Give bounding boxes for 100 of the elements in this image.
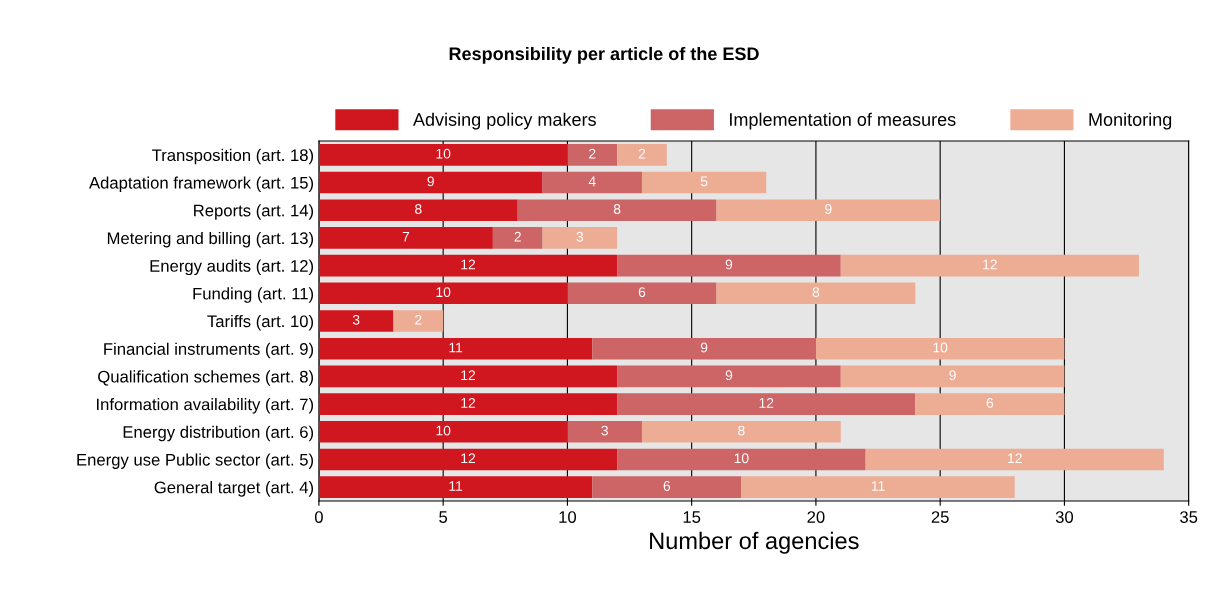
y-tick-label: Qualification schemes (art. 8) [98,370,314,386]
data-label: 2 [589,148,596,159]
data-label: 11 [449,481,463,491]
bar [318,420,568,443]
bar [567,282,717,305]
bar [318,171,543,194]
bar [815,337,1065,360]
x-tick-label: 5 [439,511,448,523]
data-label: 10 [734,453,749,464]
data-label: 10 [436,287,451,298]
bar [318,282,568,305]
x-tick-label: 15 [683,511,701,523]
bar [318,310,394,332]
data-label: 8 [613,204,621,214]
x-tick-label: 0 [314,511,323,523]
data-label: 9 [700,342,708,353]
x-tick-label: 30 [1055,511,1074,523]
data-label: 3 [352,314,360,325]
legend-label: Monitoring [1089,112,1172,130]
bar [492,227,543,249]
data-label: 4 [588,176,596,187]
data-label: 7 [402,231,410,242]
bar [716,282,916,305]
data-label: 6 [638,287,646,298]
y-tick-label: Tariffs (art. 10) [207,314,314,331]
data-label: 10 [933,342,948,353]
data-label: 12 [1008,453,1022,464]
bar [592,476,742,498]
data-label: 12 [461,259,476,270]
y-tick-label: Information availability (art. 7) [97,398,314,414]
data-label: 6 [986,397,994,408]
bar [318,448,618,471]
bar [318,337,593,360]
data-label: 10 [436,148,451,159]
bar [542,227,618,249]
x-tick-label: 10 [559,511,577,523]
y-tick-label: Energy use Public sector (art. 5) [77,453,314,469]
bar [318,227,493,249]
data-label: 8 [738,425,745,436]
data-label: 9 [949,370,956,381]
data-label: 3 [576,231,584,242]
y-tick-label: Transposition (art. 18) [152,148,314,165]
y-tick-label: Financial instruments (art. 9) [104,342,314,359]
legend-label: Advising policy makers [412,112,596,130]
bar [716,199,941,222]
bar [641,171,767,194]
y-tick-label: Energy audits (art. 12) [150,259,314,276]
data-label: 10 [436,425,451,436]
data-label: 8 [812,287,820,298]
bar [840,254,1139,277]
data-label: 12 [759,397,774,408]
bar [567,144,618,166]
bar [617,144,667,166]
y-tick-label: Metering and billing (art. 13) [107,231,314,248]
y-tick-label: Energy distribution (art. 6) [123,425,314,442]
data-label: 5 [700,176,708,187]
bar [641,420,841,443]
data-label: 11 [449,342,463,353]
data-label: 9 [725,259,733,270]
data-label: 6 [663,481,671,491]
bar [517,199,717,222]
chart-title: Responsibility per article of the ESD [449,46,759,64]
data-label: 12 [983,259,997,270]
bar [617,254,841,277]
y-tick-label: Funding (art. 11) [193,287,314,303]
y-tick-label: General target (art. 4) [154,481,314,497]
data-label: 11 [871,481,885,491]
data-label: 8 [415,204,422,214]
bar [393,310,444,332]
bar [617,365,841,388]
bar [865,448,1164,471]
bar [592,337,816,360]
bar [318,393,618,415]
data-label: 9 [725,370,733,381]
data-label: 2 [514,231,521,242]
bar [318,365,618,388]
x-tick-label: 25 [931,511,949,523]
bar [318,254,618,277]
data-label: 12 [461,397,476,408]
bar [567,420,642,443]
legend-label: Implementation of measures [730,112,956,130]
bar [915,393,1065,415]
y-tick-label: Adaptation framework (art. 15) [89,176,314,193]
y-tick-label: Reports (art. 14) [194,204,314,220]
bar [318,144,568,166]
bar [318,476,593,498]
x-tick-label: 20 [807,511,825,523]
x-axis-title: Number of agencies [650,531,859,554]
bar [741,476,1015,498]
data-label: 2 [638,148,646,159]
bar [840,365,1065,388]
data-label: 3 [601,425,608,436]
data-label: 2 [415,314,422,325]
data-label: 12 [461,453,476,464]
bar [617,448,866,471]
data-label: 9 [427,176,434,187]
data-label: 12 [461,370,476,380]
bar [617,393,916,415]
bar [318,199,518,222]
data-label: 9 [825,204,832,214]
